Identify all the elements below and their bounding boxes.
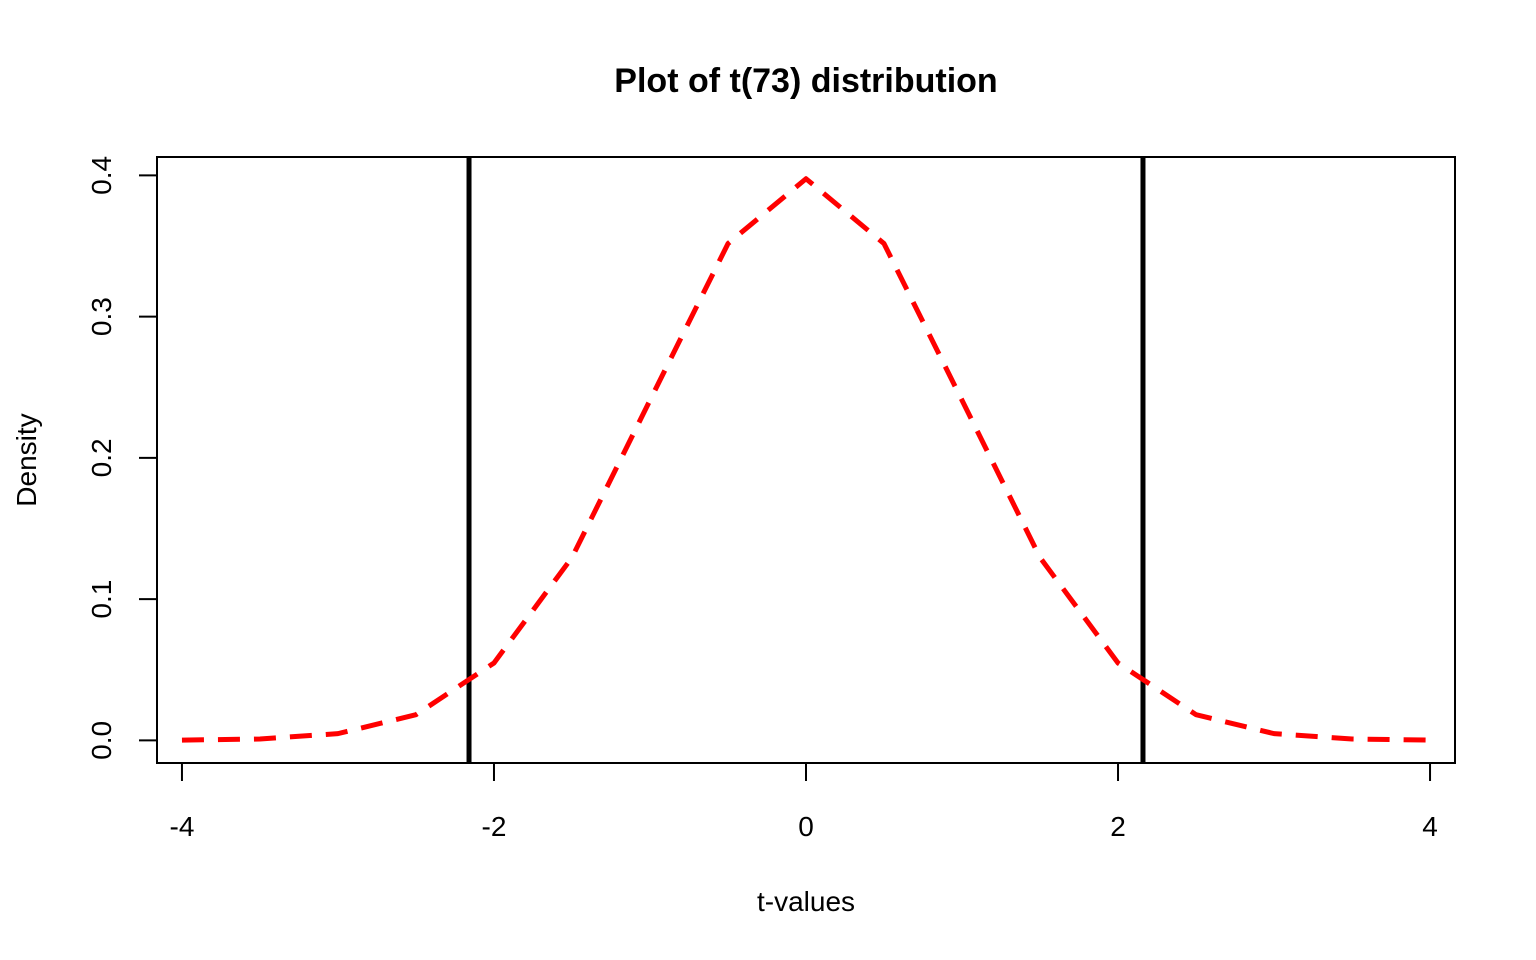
x-tick-label: 2: [1110, 811, 1126, 842]
y-tick-label: 0.0: [86, 721, 117, 760]
x-axis: -4 -2 0 2 4: [170, 762, 1438, 842]
series-line-0: [181, 176, 1431, 743]
y-tick-label: 0.4: [86, 156, 117, 195]
y-tick-label: 0.3: [86, 297, 117, 336]
x-tick-label: -2: [482, 811, 507, 842]
y-axis: 0.0 0.1 0.2 0.3 0.4: [86, 156, 158, 760]
x-tick-label: -4: [170, 811, 195, 842]
chart-title: Plot of t(73) distribution: [614, 62, 997, 100]
x-tick-label: 0: [798, 811, 814, 842]
critical-value-lines: [466, 157, 1146, 763]
y-axis-label: Density: [11, 413, 42, 506]
density-curve: [181, 176, 1431, 743]
y-tick-label: 0.1: [86, 580, 117, 619]
plot-frame: [156, 156, 1456, 764]
x-axis-label: t-values: [757, 886, 855, 917]
y-tick-label: 0.2: [86, 438, 117, 477]
x-tick-label: 4: [1422, 811, 1438, 842]
